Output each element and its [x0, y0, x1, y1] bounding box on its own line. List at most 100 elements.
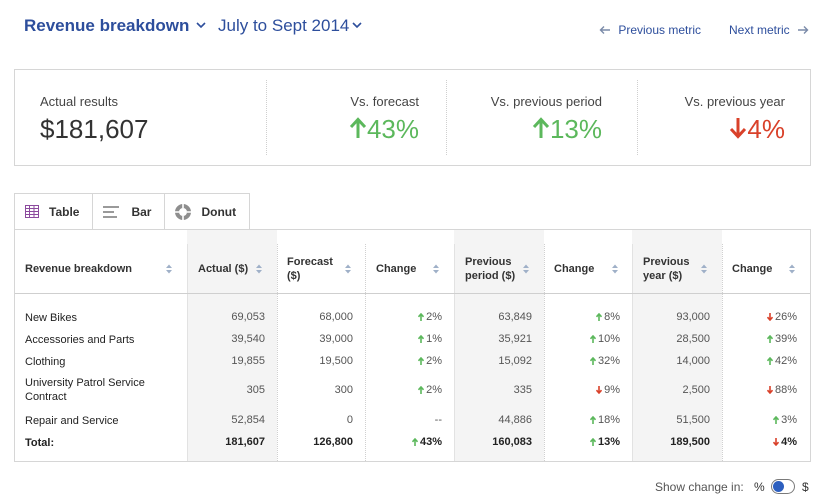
- arrow-up-icon: [596, 313, 603, 321]
- actual-cell: 19,855: [231, 355, 265, 367]
- arrow-up-icon: [532, 117, 550, 138]
- sort-icon[interactable]: [255, 263, 263, 275]
- tab-donut-label: Donut: [201, 204, 237, 219]
- change-value: 39%: [774, 333, 797, 345]
- kpi-panel: Actual results $181,607 Vs. forecast 43%…: [14, 69, 811, 166]
- vs-previous-year-change: 4%: [729, 114, 785, 145]
- forecast-cell: 126,800: [313, 436, 353, 448]
- column-divider: [544, 244, 545, 461]
- sort-icon[interactable]: [344, 263, 352, 275]
- change-value: 42%: [774, 355, 797, 367]
- bar-icon: [103, 205, 120, 218]
- arrow-down-icon: [766, 313, 773, 321]
- arrow-up-icon: [418, 313, 425, 321]
- next-metric-link[interactable]: Next metric: [729, 23, 809, 37]
- header-divider: [15, 293, 810, 294]
- donut-icon: [175, 203, 192, 220]
- header-change-forecast[interactable]: Change: [376, 262, 417, 275]
- header-revenue-breakdown[interactable]: Revenue breakdown: [25, 262, 132, 275]
- arrow-up-icon: [766, 357, 773, 365]
- header-forecast[interactable]: Forecast ($): [287, 255, 333, 282]
- chevron-down-icon[interactable]: [350, 18, 364, 32]
- sort-icon[interactable]: [700, 263, 708, 275]
- page-header: Revenue breakdown July to Sept 2014 Prev…: [24, 14, 814, 40]
- change-value: --: [434, 414, 442, 426]
- prev-period-cell: 335: [513, 384, 532, 396]
- header-change-period[interactable]: Change: [554, 262, 595, 275]
- toggle-knob: [773, 481, 784, 492]
- change-cell: 88%: [766, 384, 797, 396]
- vs-forecast-label: Vs. forecast: [350, 94, 419, 109]
- forecast-cell: 0: [346, 414, 353, 426]
- toggle-percent-label: %: [754, 480, 765, 494]
- arrow-up-icon: [349, 117, 367, 138]
- header-previous-period[interactable]: Previous period ($): [465, 255, 516, 282]
- prev-year-cell: 51,500: [676, 414, 710, 426]
- sort-icon[interactable]: [165, 263, 173, 275]
- change-cell: 42%: [766, 355, 797, 367]
- prev-year-cell: 189,500: [670, 436, 710, 448]
- change-cell: 8%: [596, 311, 620, 323]
- sort-icon[interactable]: [522, 263, 530, 275]
- arrow-down-icon: [766, 386, 773, 394]
- arrow-down-icon: [730, 118, 747, 139]
- tab-donut[interactable]: Donut: [165, 193, 251, 230]
- change-cell: 1%: [418, 333, 442, 345]
- vs-previous-period-label: Vs. previous period: [490, 94, 602, 109]
- prev-year-cell: 2,500: [682, 384, 710, 396]
- arrow-up-icon: [589, 438, 596, 446]
- change-unit-toggle[interactable]: [771, 479, 795, 494]
- change-value: 2%: [426, 384, 442, 396]
- change-value: 13%: [597, 436, 620, 448]
- previous-metric-link[interactable]: Previous metric: [599, 23, 701, 37]
- header-previous-year[interactable]: Previous year ($): [643, 255, 690, 282]
- prev-year-cell: 93,000: [676, 311, 710, 323]
- arrow-up-icon: [411, 438, 418, 446]
- next-metric-label: Next metric: [729, 23, 790, 37]
- tab-table[interactable]: Table: [14, 193, 94, 230]
- sort-icon[interactable]: [788, 263, 796, 275]
- change-value: 32%: [597, 355, 620, 367]
- arrow-up-icon: [773, 416, 780, 424]
- change-value: 88%: [774, 384, 797, 396]
- arrow-up-icon: [418, 335, 425, 343]
- column-divider: [365, 244, 366, 461]
- sort-icon[interactable]: [432, 263, 440, 275]
- change-value: 43%: [419, 436, 442, 448]
- change-cell: 2%: [418, 311, 442, 323]
- view-tabs: Table Bar Donut: [14, 193, 251, 230]
- vs-previous-period-change: 13%: [532, 114, 602, 145]
- arrow-up-icon: [766, 335, 773, 343]
- show-change-label: Show change in:: [655, 480, 744, 494]
- previous-year-column-bg: [632, 230, 722, 461]
- actual-results-value: $181,607: [40, 114, 149, 144]
- change-cell: 18%: [589, 414, 620, 426]
- actual-cell: 305: [246, 384, 265, 396]
- sort-icon[interactable]: [611, 263, 619, 275]
- arrow-left-icon: [599, 26, 610, 34]
- forecast-cell: 19,500: [319, 355, 353, 367]
- page-title[interactable]: Revenue breakdown: [24, 16, 190, 35]
- change-cell: 9%: [596, 384, 620, 396]
- row-label: Accessories and Parts: [25, 334, 135, 346]
- table-icon: [25, 205, 39, 218]
- column-divider: [187, 244, 188, 461]
- row-label: New Bikes: [25, 312, 77, 324]
- actual-results-label: Actual results: [40, 94, 119, 109]
- header-actual[interactable]: Actual ($): [198, 262, 249, 275]
- prev-period-cell: 35,921: [498, 333, 532, 345]
- actual-cell: 52,854: [231, 414, 265, 426]
- actual-cell: 39,540: [231, 333, 265, 345]
- period-selector[interactable]: July to Sept 2014: [218, 16, 350, 35]
- arrow-up-icon: [418, 386, 425, 394]
- change-value: 18%: [597, 414, 620, 426]
- tab-bar[interactable]: Bar: [93, 193, 166, 230]
- header-change-year[interactable]: Change: [732, 262, 773, 275]
- previous-metric-label: Previous metric: [618, 23, 702, 37]
- change-cell: 2%: [418, 384, 442, 396]
- change-value: 2%: [426, 355, 442, 367]
- actual-cell: 181,607: [225, 436, 265, 448]
- actual-column-bg: [187, 230, 277, 461]
- change-value: 8%: [604, 311, 620, 323]
- chevron-down-icon[interactable]: [194, 18, 208, 32]
